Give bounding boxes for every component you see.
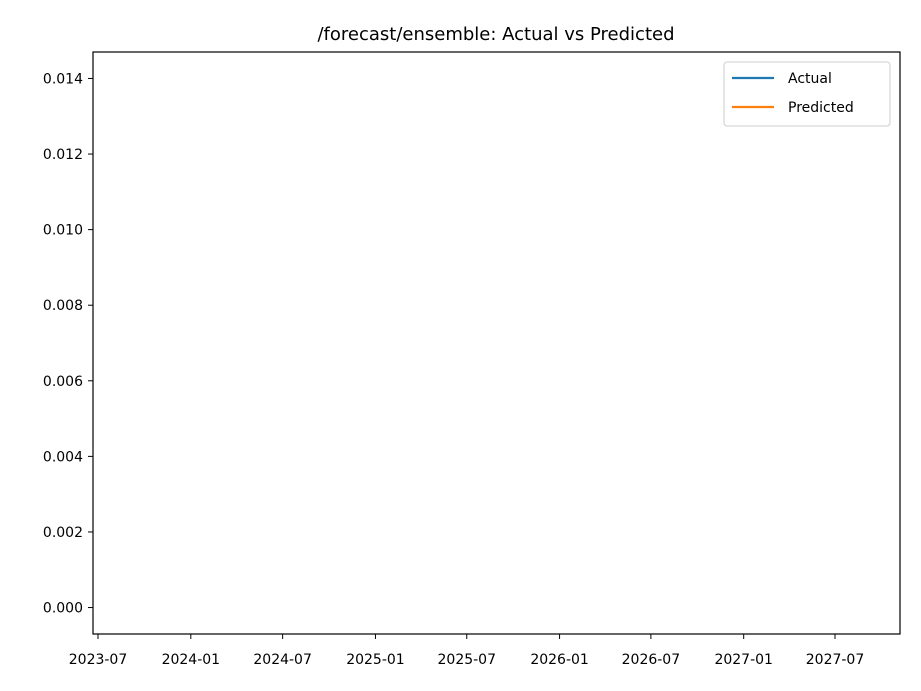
x-axis: 2023-07 2024-01 2024-07 2025-01 2025-07 2026-…: [69, 634, 865, 668]
plot-area: [92, 51, 901, 635]
y-tick-label: 0.002: [43, 525, 83, 541]
y-tick-label: 0.004: [43, 449, 83, 465]
y-tick-label: 0.006: [43, 374, 83, 390]
legend-label-predicted: Predicted: [788, 100, 854, 116]
y-tick-label: 0.008: [43, 298, 83, 314]
x-tick-label: 2024-01: [162, 652, 221, 668]
y-tick-label: 0.010: [43, 223, 83, 239]
x-tick-label: 2023-07: [69, 652, 128, 668]
x-tick-label: 2025-07: [438, 652, 497, 668]
x-tick-label: 2026-07: [622, 652, 681, 668]
x-tick-label: 2026-01: [530, 652, 589, 668]
y-tick-label: 0.012: [43, 147, 83, 163]
x-tick-label: 2025-01: [346, 652, 405, 668]
legend-label-actual: Actual: [788, 71, 832, 87]
chart-title: /forecast/ensemble: Actual vs Predicted: [317, 24, 674, 45]
y-tick-label: 0.014: [43, 71, 83, 87]
x-tick-label: 2027-07: [806, 652, 865, 668]
x-tick-label: 2024-07: [253, 652, 312, 668]
y-tick-label: 0.000: [43, 601, 83, 617]
legend: Actual Predicted: [723, 61, 891, 127]
y-axis: 0.000 0.002 0.004 0.006 0.008 0.010 0.012 0.014: [43, 71, 93, 617]
x-tick-label: 2027-01: [714, 652, 773, 668]
